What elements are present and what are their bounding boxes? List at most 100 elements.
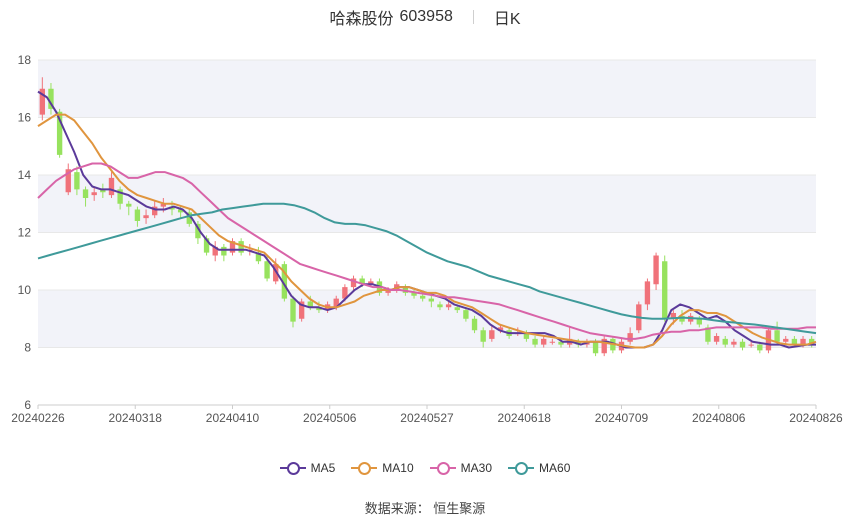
candle-body xyxy=(532,338,538,345)
candle-body xyxy=(592,341,599,354)
candle-body xyxy=(368,281,374,285)
x-tick-label: 20240826 xyxy=(789,411,843,425)
candle-body xyxy=(160,203,167,207)
legend-label-ma10: MA10 xyxy=(382,461,414,475)
chart-title: 哈森股份 603958 日K xyxy=(0,5,850,29)
candle-body xyxy=(497,327,504,331)
candle-body xyxy=(264,261,270,279)
candle-body xyxy=(316,307,322,311)
x-tick-label: 20240318 xyxy=(109,411,163,425)
candle-body xyxy=(229,241,236,253)
legend-item-ma5[interactable]: MA5 xyxy=(279,461,336,475)
candle-body xyxy=(298,301,305,319)
candle-body xyxy=(186,212,192,224)
candle-body xyxy=(541,338,547,345)
candle-body xyxy=(601,338,607,354)
candle-body xyxy=(290,298,296,322)
candle-body xyxy=(791,338,798,345)
candle-body xyxy=(342,287,348,299)
candle-body xyxy=(177,209,184,213)
candle-body xyxy=(281,264,288,299)
y-tick-label: 6 xyxy=(24,398,31,412)
candle-body xyxy=(627,333,633,342)
x-tick-label: 20240226 xyxy=(11,411,65,425)
candle-body xyxy=(774,330,780,342)
data-source: 数据来源： 恒生聚源 xyxy=(364,501,486,516)
candle-body xyxy=(437,304,443,308)
x-tick-label: 20240618 xyxy=(498,411,552,425)
candle-body xyxy=(808,338,815,345)
x-tick-label: 20240506 xyxy=(303,411,357,425)
candle-body xyxy=(255,252,262,262)
candle-body xyxy=(82,189,89,198)
candle-body xyxy=(212,246,218,256)
candle-body xyxy=(221,246,227,256)
y-tick-label: 16 xyxy=(18,111,32,125)
candle-body xyxy=(307,301,313,308)
candle-body xyxy=(739,341,746,348)
y-tick-label: 12 xyxy=(18,226,32,240)
candle-body xyxy=(783,338,789,342)
x-tick-label: 20240527 xyxy=(400,411,454,425)
candle-body xyxy=(143,215,149,219)
candle-body xyxy=(350,278,357,288)
candle-body xyxy=(471,318,478,331)
candle-body xyxy=(558,341,564,345)
candle-body xyxy=(713,336,720,342)
stock-name: 哈森股份 xyxy=(329,11,394,28)
candle-body xyxy=(489,330,495,339)
candle-body xyxy=(653,255,659,285)
y-tick-label: 18 xyxy=(18,53,32,67)
period-label[interactable]: 日K xyxy=(493,11,521,28)
candle-body xyxy=(203,238,210,253)
candle-body xyxy=(411,292,417,296)
legend-item-ma30[interactable]: MA30 xyxy=(429,461,493,475)
candle-body xyxy=(748,344,754,346)
candle-body xyxy=(117,189,123,204)
legend-marker-ma30 xyxy=(429,462,456,475)
y-tick-label: 10 xyxy=(18,283,32,297)
series-line-ma60 xyxy=(37,202,817,335)
x-tick-label: 20240410 xyxy=(206,411,260,425)
series-line-ma10 xyxy=(37,113,817,349)
candle-body xyxy=(359,278,365,285)
legend-marker-ma5 xyxy=(279,462,306,475)
candle-body xyxy=(134,209,141,221)
candle-body xyxy=(385,290,391,293)
candle-body xyxy=(757,344,763,351)
candle-body xyxy=(463,310,469,319)
candle-body xyxy=(126,203,132,207)
candle-body xyxy=(800,338,806,345)
candle-body xyxy=(56,111,63,155)
legend-item-ma10[interactable]: MA10 xyxy=(351,461,414,475)
title-divider xyxy=(472,10,474,24)
candle-body xyxy=(549,341,556,343)
series-line-ma30 xyxy=(37,162,816,340)
legend-label-ma30: MA30 xyxy=(460,461,493,475)
candle-body xyxy=(39,88,46,115)
candle-body xyxy=(454,307,460,311)
candle-body xyxy=(152,206,158,216)
legend-label-ma5: MA5 xyxy=(310,461,336,475)
candle-body xyxy=(705,327,711,342)
legend-marker-ma60 xyxy=(508,462,535,475)
candle-body xyxy=(679,315,685,322)
candle-body xyxy=(195,223,201,239)
candle-body xyxy=(48,88,54,109)
y-tick-label: 14 xyxy=(18,168,32,182)
candle-body xyxy=(731,341,737,345)
candle-body xyxy=(91,192,97,196)
candle-body xyxy=(108,177,115,196)
x-tick-label: 20240806 xyxy=(692,411,746,425)
legend-item-ma60[interactable]: MA60 xyxy=(508,461,570,475)
candle-body xyxy=(662,261,668,319)
candle-body xyxy=(644,281,651,305)
candle-body xyxy=(722,338,728,345)
candle-body xyxy=(480,330,486,342)
candle-body xyxy=(65,169,71,193)
legend-marker-ma10 xyxy=(351,462,378,475)
grid-band xyxy=(38,60,816,118)
candle-body xyxy=(238,241,244,253)
candle-body xyxy=(696,318,702,325)
